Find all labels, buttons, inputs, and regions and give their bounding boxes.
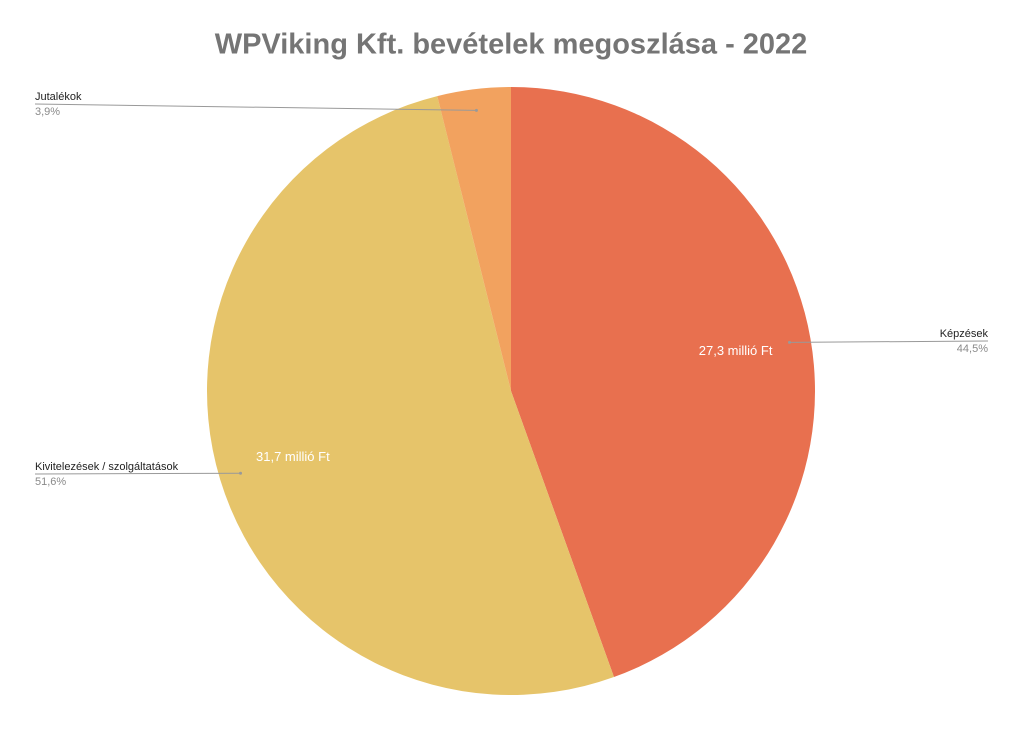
label-name: Kivitelezések / szolgáltatások — [35, 461, 179, 473]
chart-title: WPViking Kft. bevételek megoszlása - 202… — [215, 29, 808, 61]
slice-label: 31,7 millió Ft — [256, 449, 330, 464]
label-percent: 51,6% — [35, 476, 66, 488]
leader-line — [34, 103, 477, 111]
label-percent: 3,9% — [35, 106, 60, 118]
leader-line — [789, 340, 989, 343]
leader-line — [34, 472, 241, 475]
label-name: Képzések — [940, 328, 989, 340]
slice-label: 27,3 millió Ft — [699, 343, 773, 358]
label-percent: 44,5% — [957, 343, 988, 355]
label-name: Jutalékok — [35, 91, 82, 103]
leader-dot — [474, 108, 478, 112]
leader-dot — [788, 340, 792, 344]
pie-slice — [437, 87, 511, 391]
leader-dot — [239, 471, 243, 475]
pie-slice — [511, 87, 816, 678]
pie-slice — [207, 96, 614, 695]
